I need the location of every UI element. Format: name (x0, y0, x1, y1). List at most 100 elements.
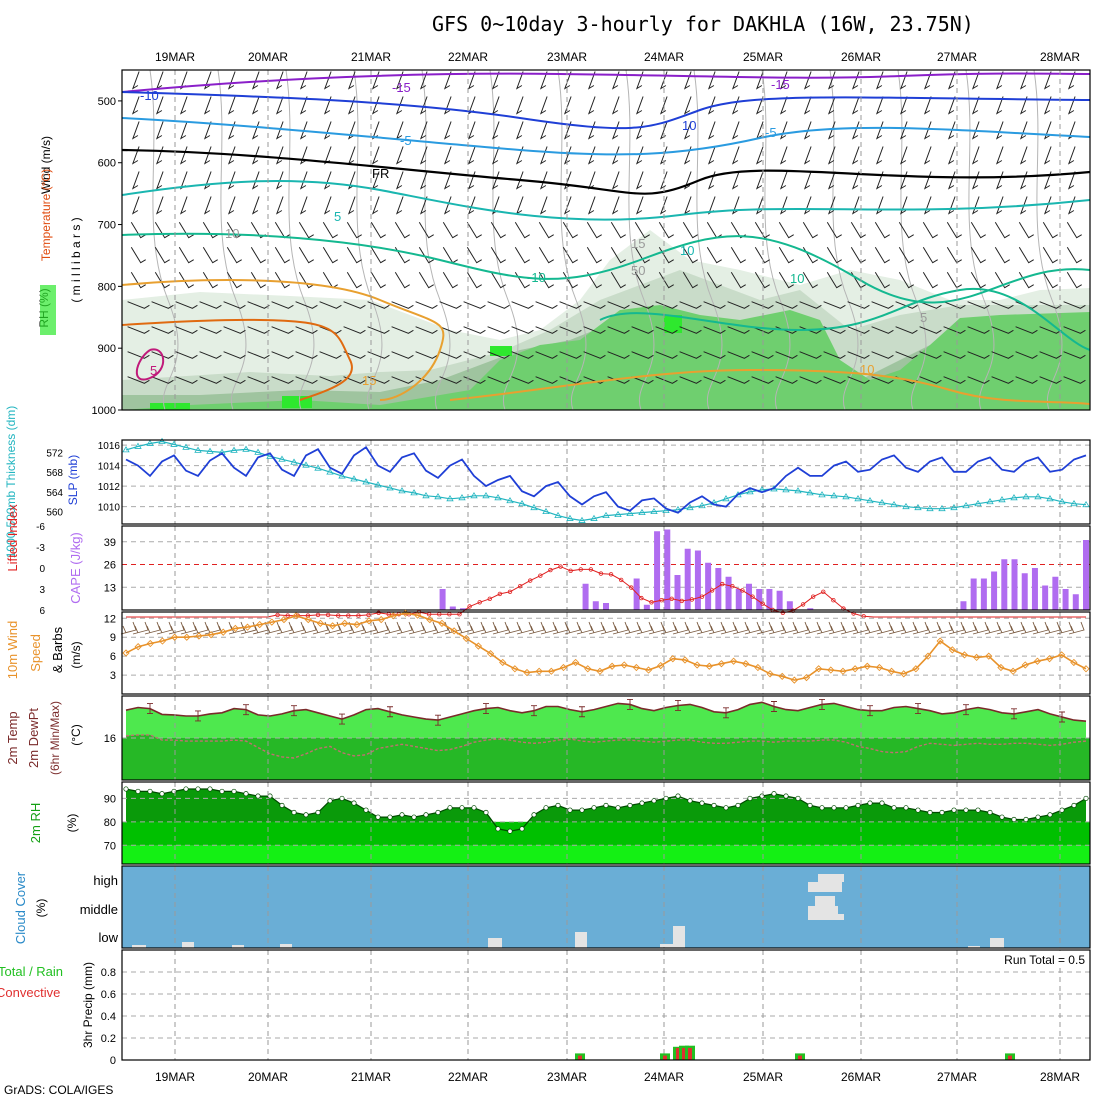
wind-barb (943, 301, 966, 309)
wind-barb (1018, 247, 1034, 264)
wind-speed-marker (426, 615, 434, 624)
surface-wind-barb (492, 621, 509, 635)
wind-barb (970, 247, 986, 264)
slp-frame (121, 439, 1091, 525)
surface-wind-barb (156, 621, 173, 635)
rh-marker (759, 793, 765, 799)
cloud-patch (818, 874, 844, 882)
surface-wind-barb (924, 621, 941, 635)
wind-barb (443, 171, 452, 190)
wind-barb (319, 376, 342, 384)
wind-barb (995, 71, 1004, 90)
rh-marker (795, 795, 801, 801)
wind-barb (131, 96, 140, 115)
surface-wind-barb (732, 621, 749, 635)
wind-barb (1039, 376, 1062, 384)
temp-minmax-bar (723, 707, 729, 719)
cape-bar (970, 578, 977, 610)
wind-barb (631, 326, 654, 334)
wind-barb (491, 171, 500, 190)
thickness-marker (746, 488, 754, 495)
rh-marker (975, 807, 981, 813)
wind-barb (775, 376, 798, 384)
rh-marker (891, 805, 897, 811)
wind-barb (539, 121, 548, 140)
pressure-tick-label: 900 (98, 343, 116, 355)
thickness-marker (590, 514, 598, 521)
wind-barb (655, 326, 678, 334)
wind-speed-marker (474, 642, 483, 650)
wind-speed-marker (122, 649, 130, 657)
rh-marker (543, 805, 549, 811)
cape-bar (1021, 573, 1028, 610)
wind-barb (347, 96, 356, 115)
wind-barb (634, 222, 650, 239)
rh-high-spot (490, 346, 512, 356)
wind-barb (323, 171, 332, 190)
thickness-marker (398, 487, 406, 494)
wind-barb (947, 71, 956, 90)
wind-barb (707, 96, 716, 115)
wind-barb (731, 121, 740, 140)
lifted-index-marker (669, 596, 674, 601)
wind-barb (463, 326, 486, 334)
wind-barb (487, 376, 510, 384)
wind-barb (371, 196, 380, 215)
wind-barb (154, 272, 170, 289)
date-label-top: 23MAR (547, 50, 587, 64)
wind-barb (755, 71, 764, 90)
wind-barb (127, 376, 150, 384)
surface-wind-barb (972, 621, 989, 635)
wind-barb (775, 301, 798, 309)
wind-barb (755, 96, 764, 115)
wind-barb (179, 146, 188, 165)
wind-barb (875, 121, 884, 140)
wind-speed-marker (851, 665, 859, 673)
surface-wind-barb (540, 621, 557, 635)
surface-wind-barb (372, 621, 389, 635)
wind-speed-marker (292, 612, 300, 620)
dewpt-line (125, 734, 1087, 759)
wind-barb (443, 121, 452, 140)
wind-barb (754, 247, 770, 264)
wind-barb (418, 222, 434, 239)
rh-marker (591, 805, 597, 811)
wind-barb (274, 247, 290, 264)
cape-bar (633, 578, 640, 610)
wind-barb (347, 121, 356, 140)
wind-barb (346, 272, 362, 289)
thickness-tick-label: 572 (46, 448, 63, 459)
wind-barb (1019, 96, 1028, 115)
date-label-bottom: 28MAR (1040, 1070, 1080, 1084)
dewpt-area (126, 734, 1086, 780)
wind-barb (991, 351, 1014, 359)
wind-barb (371, 71, 380, 90)
cape-bar (674, 575, 681, 610)
wind-barb (538, 247, 554, 264)
wind-speed-marker (146, 639, 154, 648)
wind-barb (442, 222, 458, 239)
wind-barb (943, 351, 966, 359)
wind-barb (391, 376, 414, 384)
wind-tick-label: 3 (110, 670, 116, 682)
wind-barb (515, 96, 524, 115)
rh-contour-line (693, 69, 723, 411)
wind-barb (538, 222, 554, 239)
wind-tick-label: 12 (104, 613, 116, 625)
wind-barb (1039, 351, 1062, 359)
thickness-marker (914, 503, 922, 511)
lifted-index-marker (699, 594, 705, 599)
wind-speed-marker (900, 670, 908, 678)
wind-barb (707, 71, 716, 90)
wind-barb (439, 351, 462, 359)
wind-barb (851, 121, 860, 140)
wind-barb (202, 272, 218, 289)
wind-barb (223, 351, 246, 359)
pressure-tick-label: 500 (98, 96, 116, 108)
wind-barb (995, 171, 1004, 190)
wind-barb (419, 96, 428, 115)
thickness-tick-label: 564 (46, 488, 63, 499)
thickness-marker (362, 478, 370, 485)
temp-contour-minus15 (121, 72, 1091, 93)
contour-label: 15 (362, 373, 376, 388)
